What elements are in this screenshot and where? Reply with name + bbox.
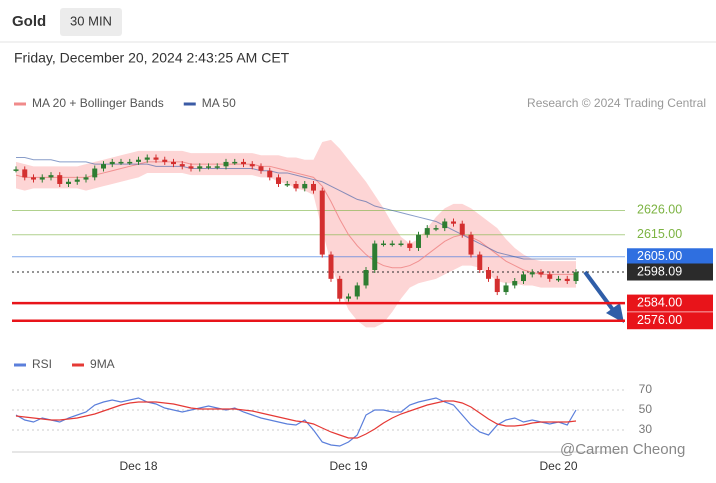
candle [556, 278, 561, 281]
watermark: @Carmen Cheong [560, 441, 685, 458]
rsi-line [15, 400, 577, 439]
candle [319, 190, 325, 255]
candle [101, 164, 106, 169]
candle [109, 161, 115, 165]
interval-tab[interactable] [60, 8, 122, 36]
candle [407, 243, 413, 248]
candle [83, 177, 89, 180]
candle [179, 164, 185, 167]
x-tick-label: Dec 18 [119, 459, 157, 473]
candle [171, 161, 176, 165]
candle [372, 243, 378, 270]
candle [214, 166, 220, 168]
level-label: 2598.09 [637, 264, 682, 278]
candle [276, 177, 281, 184]
candle [494, 278, 500, 293]
legend-label: MA 50 [202, 96, 236, 110]
candle [433, 228, 439, 230]
candle [188, 166, 194, 169]
candle [162, 159, 168, 162]
candle [284, 183, 290, 186]
candle [92, 168, 98, 178]
date: Friday, December 20, 2024 2:43:25 AM CET [14, 50, 290, 66]
candle [547, 274, 553, 279]
candle [451, 221, 456, 224]
y-tick-label: 30 [639, 422, 653, 436]
legend-label: RSI [32, 357, 52, 371]
ma-line [16, 157, 576, 260]
legend-label: 9MA [90, 357, 115, 371]
candle [477, 254, 483, 270]
candle [363, 270, 369, 286]
candle [459, 223, 465, 235]
candle [381, 243, 386, 246]
level-box [627, 263, 713, 281]
candle [337, 278, 343, 299]
candle [267, 170, 273, 178]
level-label: 2605.00 [637, 249, 682, 263]
candle [354, 285, 360, 297]
candle [206, 166, 211, 168]
candle [293, 183, 299, 189]
candle [197, 166, 203, 169]
candle [57, 175, 63, 184]
candle [39, 177, 45, 180]
instrument: Gold [12, 13, 46, 30]
candle [538, 272, 544, 275]
candle [398, 243, 404, 246]
candle [127, 161, 133, 164]
level-label: 2584.00 [637, 295, 682, 309]
credit: Research © 2024 Trading Central [527, 96, 706, 110]
candle [249, 164, 255, 167]
candle [389, 243, 395, 246]
candle [512, 281, 518, 286]
candle [529, 272, 535, 275]
rsi-line [15, 397, 577, 447]
y-tick-label: 50 [639, 402, 653, 416]
candle [241, 161, 246, 165]
ma-line [15, 161, 576, 275]
interval-label[interactable]: 30 MIN [70, 13, 112, 28]
candle [144, 157, 150, 160]
candle [31, 177, 36, 180]
bollinger-band [16, 139, 576, 328]
x-tick-label: Dec 20 [539, 459, 577, 473]
candle [468, 234, 474, 255]
arrow [583, 270, 618, 316]
candle [22, 169, 28, 178]
candle [424, 228, 430, 235]
candle [486, 270, 491, 279]
candle [442, 221, 448, 229]
arrow-head [606, 303, 624, 323]
candle [346, 296, 351, 299]
candle [48, 175, 54, 178]
candle [74, 179, 80, 182]
candle [13, 169, 19, 171]
legend-label: MA 20 + Bollinger Bands [32, 96, 164, 110]
candle [302, 183, 308, 189]
level-label: 2576.00 [637, 313, 682, 327]
candle [153, 157, 159, 160]
level-box [627, 248, 713, 266]
level-label: 2626.00 [637, 203, 682, 217]
candle [521, 274, 526, 282]
candle [118, 161, 124, 164]
candle [503, 285, 509, 293]
level-label: 2615.00 [637, 227, 682, 241]
candle [136, 159, 141, 162]
candle [66, 181, 71, 184]
level-box [627, 294, 713, 312]
candle [328, 254, 334, 279]
candle [573, 272, 579, 282]
y-tick-label: 70 [639, 382, 653, 396]
candle [258, 166, 264, 171]
candle [416, 234, 421, 248]
candle [311, 183, 316, 191]
x-tick-label: Dec 19 [329, 459, 367, 473]
candle [232, 161, 238, 164]
candle [223, 161, 229, 167]
candle [564, 278, 570, 282]
level-box [627, 312, 713, 330]
